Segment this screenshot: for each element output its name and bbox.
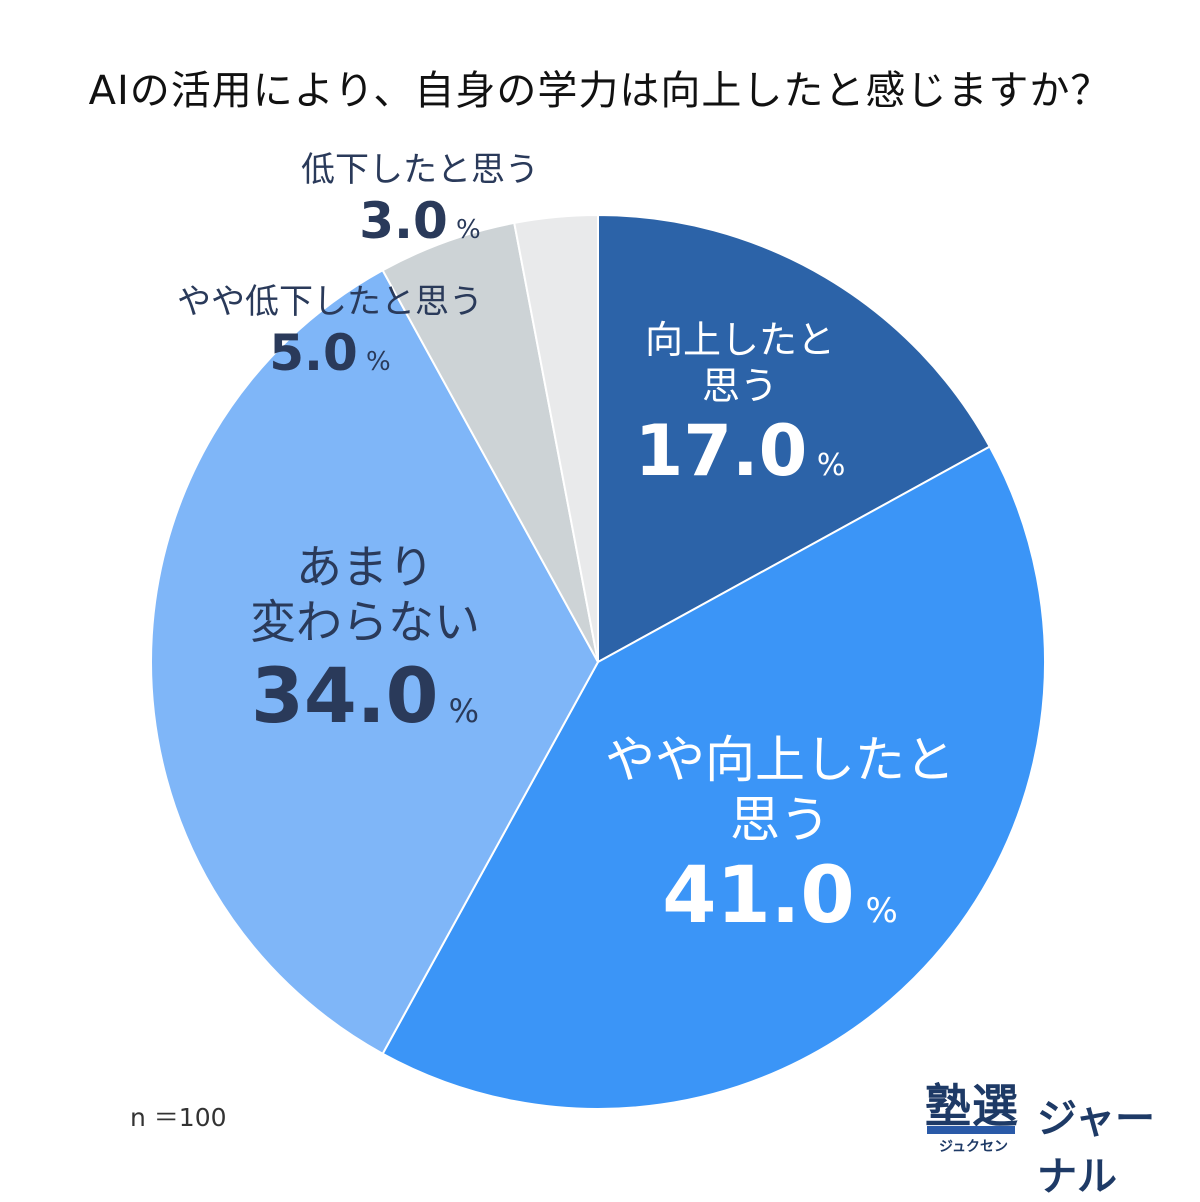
slice-value-text: 41.0 % — [662, 851, 898, 941]
slice-category-text: 低下したと思う — [301, 150, 539, 190]
slice-declined — [513, 213, 599, 663]
slice-somewhat-improved-label: やや向上したと 思う 41.0 % — [560, 730, 1000, 944]
slice-unit-text: % — [447, 214, 481, 245]
slice-improved-label: 向上したと 思う 17.0 % — [605, 318, 875, 493]
slice-value-text: 34.0 % — [250, 651, 480, 741]
slice-value-text: 5.0 % — [269, 323, 391, 382]
sample-size-note: n ＝100 — [130, 1103, 227, 1132]
slice-category-text: やや向上したと 思う — [605, 731, 955, 849]
slice-category-text: 向上したと 思う — [644, 318, 835, 408]
slice-unit-text: % — [357, 346, 391, 377]
slice-improved — [597, 213, 992, 664]
slice-value-text: 17.0 % — [634, 410, 846, 493]
logo-ruby: ジュクセン — [939, 1139, 1009, 1155]
slice-unit-text: % — [807, 448, 846, 484]
chart-title: AIの活用により、自身の学力は向上したと感じますか？ — [88, 68, 1112, 114]
slice-unit-text: % — [438, 692, 480, 731]
slice-declined-label: 低下したと思う 3.0 % — [250, 150, 590, 251]
logo-wordmark: ジャーナル — [1037, 1096, 1155, 1200]
slice-value-text: 3.0 % — [359, 191, 481, 250]
brand-logo: 塾選 ジュクセン ジャーナル — [925, 1070, 1185, 1200]
slice-somewhat-declined-label: やや低下したと思う 5.0 % — [110, 282, 550, 383]
slice-category-text: やや低下したと思う — [177, 282, 483, 322]
slice-unit-text: % — [854, 891, 898, 931]
slice-no-change — [150, 268, 600, 1056]
logo-kanji: 塾選 — [925, 1079, 1019, 1133]
slice-somewhat-improved — [381, 445, 1046, 1110]
slice-category-text: あまり 変わらない — [250, 540, 480, 650]
logo-pencil-bar — [927, 1126, 1015, 1134]
slice-no-change-label: あまり 変わらない 34.0 % — [190, 540, 540, 742]
